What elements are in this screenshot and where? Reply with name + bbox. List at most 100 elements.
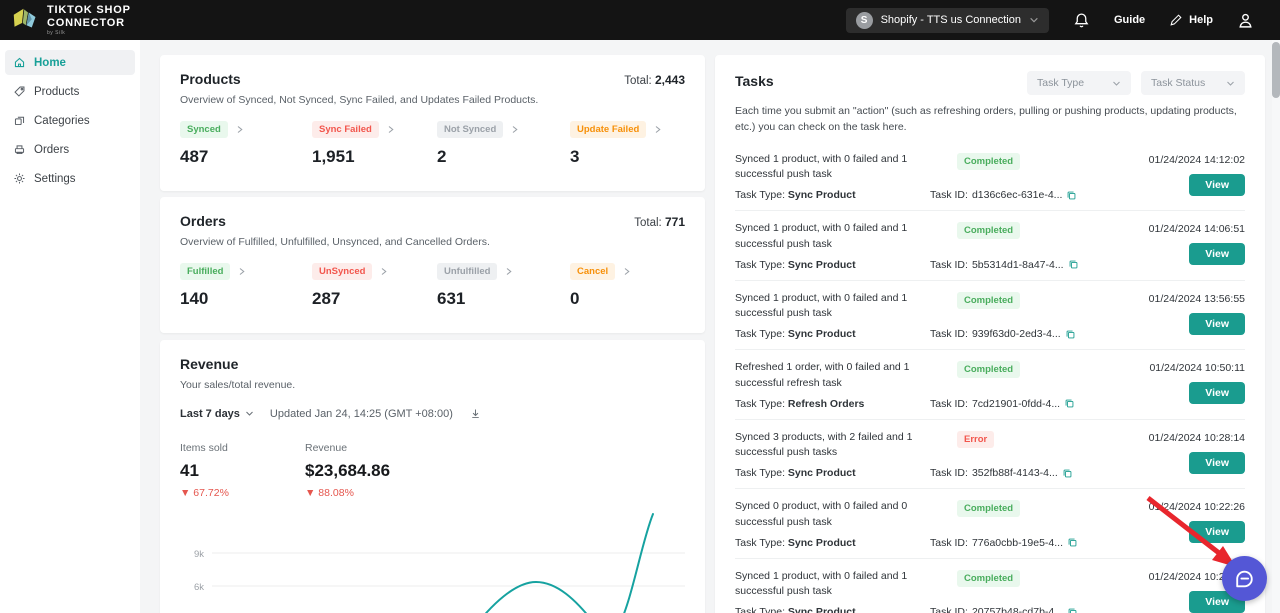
stat-link[interactable]: Fulfilled	[180, 263, 312, 280]
stat-value: 140	[180, 289, 209, 308]
task-id-value: 5b5314d1-8a47-4...	[971, 258, 1064, 271]
task-type-label: Task Type:	[735, 536, 785, 549]
products-total-value: 2,443	[654, 73, 685, 87]
sidebar-item-products[interactable]: Products	[5, 79, 135, 104]
task-type-value: Sync Product	[787, 258, 856, 271]
task-timestamp: 01/24/2024 10:22:15	[1148, 570, 1245, 583]
stat-pill: Update Failed	[570, 121, 647, 138]
view-button[interactable]: View	[1189, 521, 1245, 543]
stat-link[interactable]: Synced	[180, 121, 312, 138]
store-avatar: S	[855, 11, 873, 29]
task-timestamp: 01/24/2024 13:56:55	[1148, 292, 1245, 305]
download-icon[interactable]	[469, 407, 482, 420]
copy-icon[interactable]	[1068, 259, 1079, 270]
sidebar-item-orders[interactable]: Orders	[5, 137, 135, 162]
chat-fab-button[interactable]	[1222, 556, 1267, 601]
task-id: Task ID: 7cd21901-0fdd-4...	[930, 398, 1075, 410]
copy-icon[interactable]	[1067, 537, 1078, 548]
scrollbar-thumb[interactable]	[1272, 42, 1280, 98]
stat-pill: Cancel	[570, 263, 616, 280]
task-id-value: 776a0cbb-19e5-4...	[971, 536, 1064, 549]
metric-items-sold: Items sold 41 ▼ 67.72%	[180, 442, 305, 499]
guide-label: Guide	[1113, 14, 1146, 26]
order-stat-cancel: Cancel 0	[570, 263, 685, 309]
task-id: Task ID: 939f63d0-2ed3-4...	[930, 328, 1076, 340]
task-timestamp: 01/24/2024 14:06:51	[1148, 223, 1245, 235]
view-button[interactable]: View	[1189, 173, 1245, 196]
view-button[interactable]: View	[1189, 312, 1245, 335]
task-type-value: Sync Product	[787, 606, 856, 613]
header-bar: TIKTOK SHOP CONNECTOR by Silk S Shopify …	[0, 0, 1280, 40]
stat-link[interactable]: Unfulfilled	[437, 263, 570, 280]
stat-link[interactable]: Update Failed	[570, 121, 685, 138]
home-icon	[13, 56, 26, 69]
stat-value: 1,951	[312, 147, 355, 166]
stat-link[interactable]: Not Synced	[437, 121, 570, 138]
stat-pill: Fulfilled	[180, 263, 231, 280]
stat-link[interactable]: Cancel	[570, 263, 685, 280]
help-link[interactable]: Help	[1169, 13, 1213, 27]
task-id-label: Task ID:	[930, 536, 968, 549]
ytick-6k: 6k	[194, 582, 204, 593]
task-id-label: Task ID:	[930, 258, 968, 271]
stat-link[interactable]: UnSynced	[312, 263, 437, 280]
status-badge: Completed	[957, 361, 1021, 378]
date-range-select[interactable]: Last 7 days	[180, 408, 254, 420]
task-timestamp: 01/24/2024 10:28:14	[1148, 431, 1245, 444]
stat-pill: Unfulfilled	[437, 263, 498, 280]
orders-title: Orders	[180, 213, 226, 229]
logo-line1: TIKTOK SHOP	[47, 4, 131, 17]
task-type: Task Type: Sync Product	[735, 328, 930, 340]
copy-icon[interactable]	[1064, 398, 1075, 409]
chevron-down-icon	[1113, 81, 1120, 86]
task-type-label: Task Type:	[735, 397, 785, 410]
task-id-label: Task ID:	[930, 467, 968, 479]
updated-timestamp: Updated Jan 24, 14:25 (GMT +08:00)	[269, 407, 453, 420]
pencil-icon	[1169, 13, 1183, 27]
task-id-label: Task ID:	[930, 606, 968, 613]
sidebar-item-home[interactable]: Home	[5, 50, 135, 75]
revenue-line-chart: 9k 6k	[180, 511, 685, 613]
task-type-label: Task Type:	[735, 258, 785, 271]
scrollbar-track	[1272, 40, 1280, 613]
copy-icon[interactable]	[1062, 468, 1073, 479]
stat-link[interactable]: Sync Failed	[312, 121, 437, 138]
chevron-right-icon	[624, 268, 630, 275]
copy-icon[interactable]	[1067, 607, 1078, 613]
stat-pill: Not Synced	[437, 121, 504, 138]
task-row: Synced 1 product, with 0 failed and 1 su…	[735, 281, 1245, 350]
task-id: Task ID: d136c6ec-631e-4...	[930, 189, 1077, 201]
task-id-label: Task ID:	[930, 189, 968, 201]
sidebar-item-label: Categories	[34, 114, 90, 127]
notification-bell-icon[interactable]	[1073, 12, 1090, 29]
stat-value: 287	[312, 289, 341, 308]
logo-byline: by Silk	[47, 29, 66, 36]
view-button[interactable]: View	[1189, 243, 1245, 265]
task-type-filter[interactable]: Task Type	[1027, 71, 1131, 95]
task-message: Synced 1 product, with 0 failed and 1 su…	[735, 291, 908, 320]
copy-icon[interactable]	[1065, 329, 1076, 340]
guide-link[interactable]: Guide	[1114, 14, 1145, 26]
metric-delta: ▼ 88.08%	[305, 487, 354, 499]
sidebar-item-categories[interactable]: Categories	[5, 108, 135, 133]
copy-icon[interactable]	[1066, 190, 1077, 201]
sidebar-item-settings[interactable]: Settings	[5, 166, 135, 191]
store-selector[interactable]: S Shopify - TTS us Connection	[845, 7, 1049, 33]
status-badge: Error	[957, 430, 995, 448]
task-id-value: 352fb88f-4143-4...	[971, 467, 1058, 479]
account-person-icon[interactable]	[1237, 12, 1254, 29]
view-button[interactable]: View	[1189, 382, 1245, 404]
chevron-down-icon	[1227, 81, 1234, 86]
task-status-filter[interactable]: Task Status	[1141, 71, 1245, 95]
products-title: Products	[180, 71, 241, 87]
chevron-right-icon	[655, 126, 661, 133]
task-id-value: d136c6ec-631e-4...	[971, 189, 1063, 201]
copy-squares-icon	[13, 114, 26, 127]
stat-value: 631	[437, 289, 466, 308]
view-button[interactable]: View	[1189, 451, 1245, 474]
chevron-right-icon	[237, 126, 243, 133]
task-row: Refreshed 1 order, with 0 failed and 1 s…	[735, 350, 1245, 420]
printer-icon	[13, 143, 26, 156]
task-type-label: Task Type:	[735, 328, 785, 340]
ytick-9k: 9k	[194, 549, 204, 560]
